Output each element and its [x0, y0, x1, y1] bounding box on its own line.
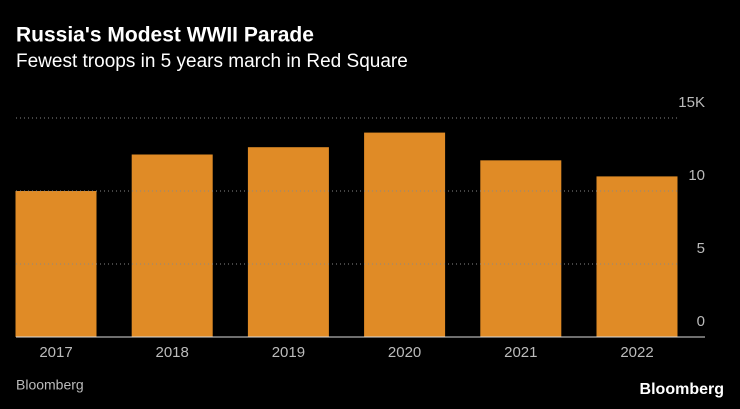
- y-tick-label: 10: [688, 167, 705, 184]
- source: Bloomberg: [16, 377, 84, 393]
- y-tick-label: 0: [697, 313, 705, 330]
- y-tick-label: 15K: [678, 94, 705, 111]
- chart-subtitle: Fewest troops in 5 years march in Red Sq…: [16, 51, 408, 72]
- logo: Bloomberg: [640, 381, 724, 398]
- bar: [247, 147, 329, 337]
- x-tick-label: 2017: [39, 344, 72, 361]
- x-tick-label: 2022: [620, 344, 653, 361]
- x-tick-label: 2020: [388, 344, 421, 361]
- x-tick-label: 2018: [156, 344, 189, 361]
- y-tick-label: 5: [697, 240, 705, 257]
- bar: [596, 176, 678, 337]
- chart-title: Russia's Modest WWII Parade: [16, 24, 314, 47]
- x-tick-label: 2019: [272, 344, 305, 361]
- x-tick-label: 2021: [504, 344, 537, 361]
- bar: [480, 160, 562, 337]
- bar: [131, 154, 213, 337]
- bar: [364, 132, 446, 337]
